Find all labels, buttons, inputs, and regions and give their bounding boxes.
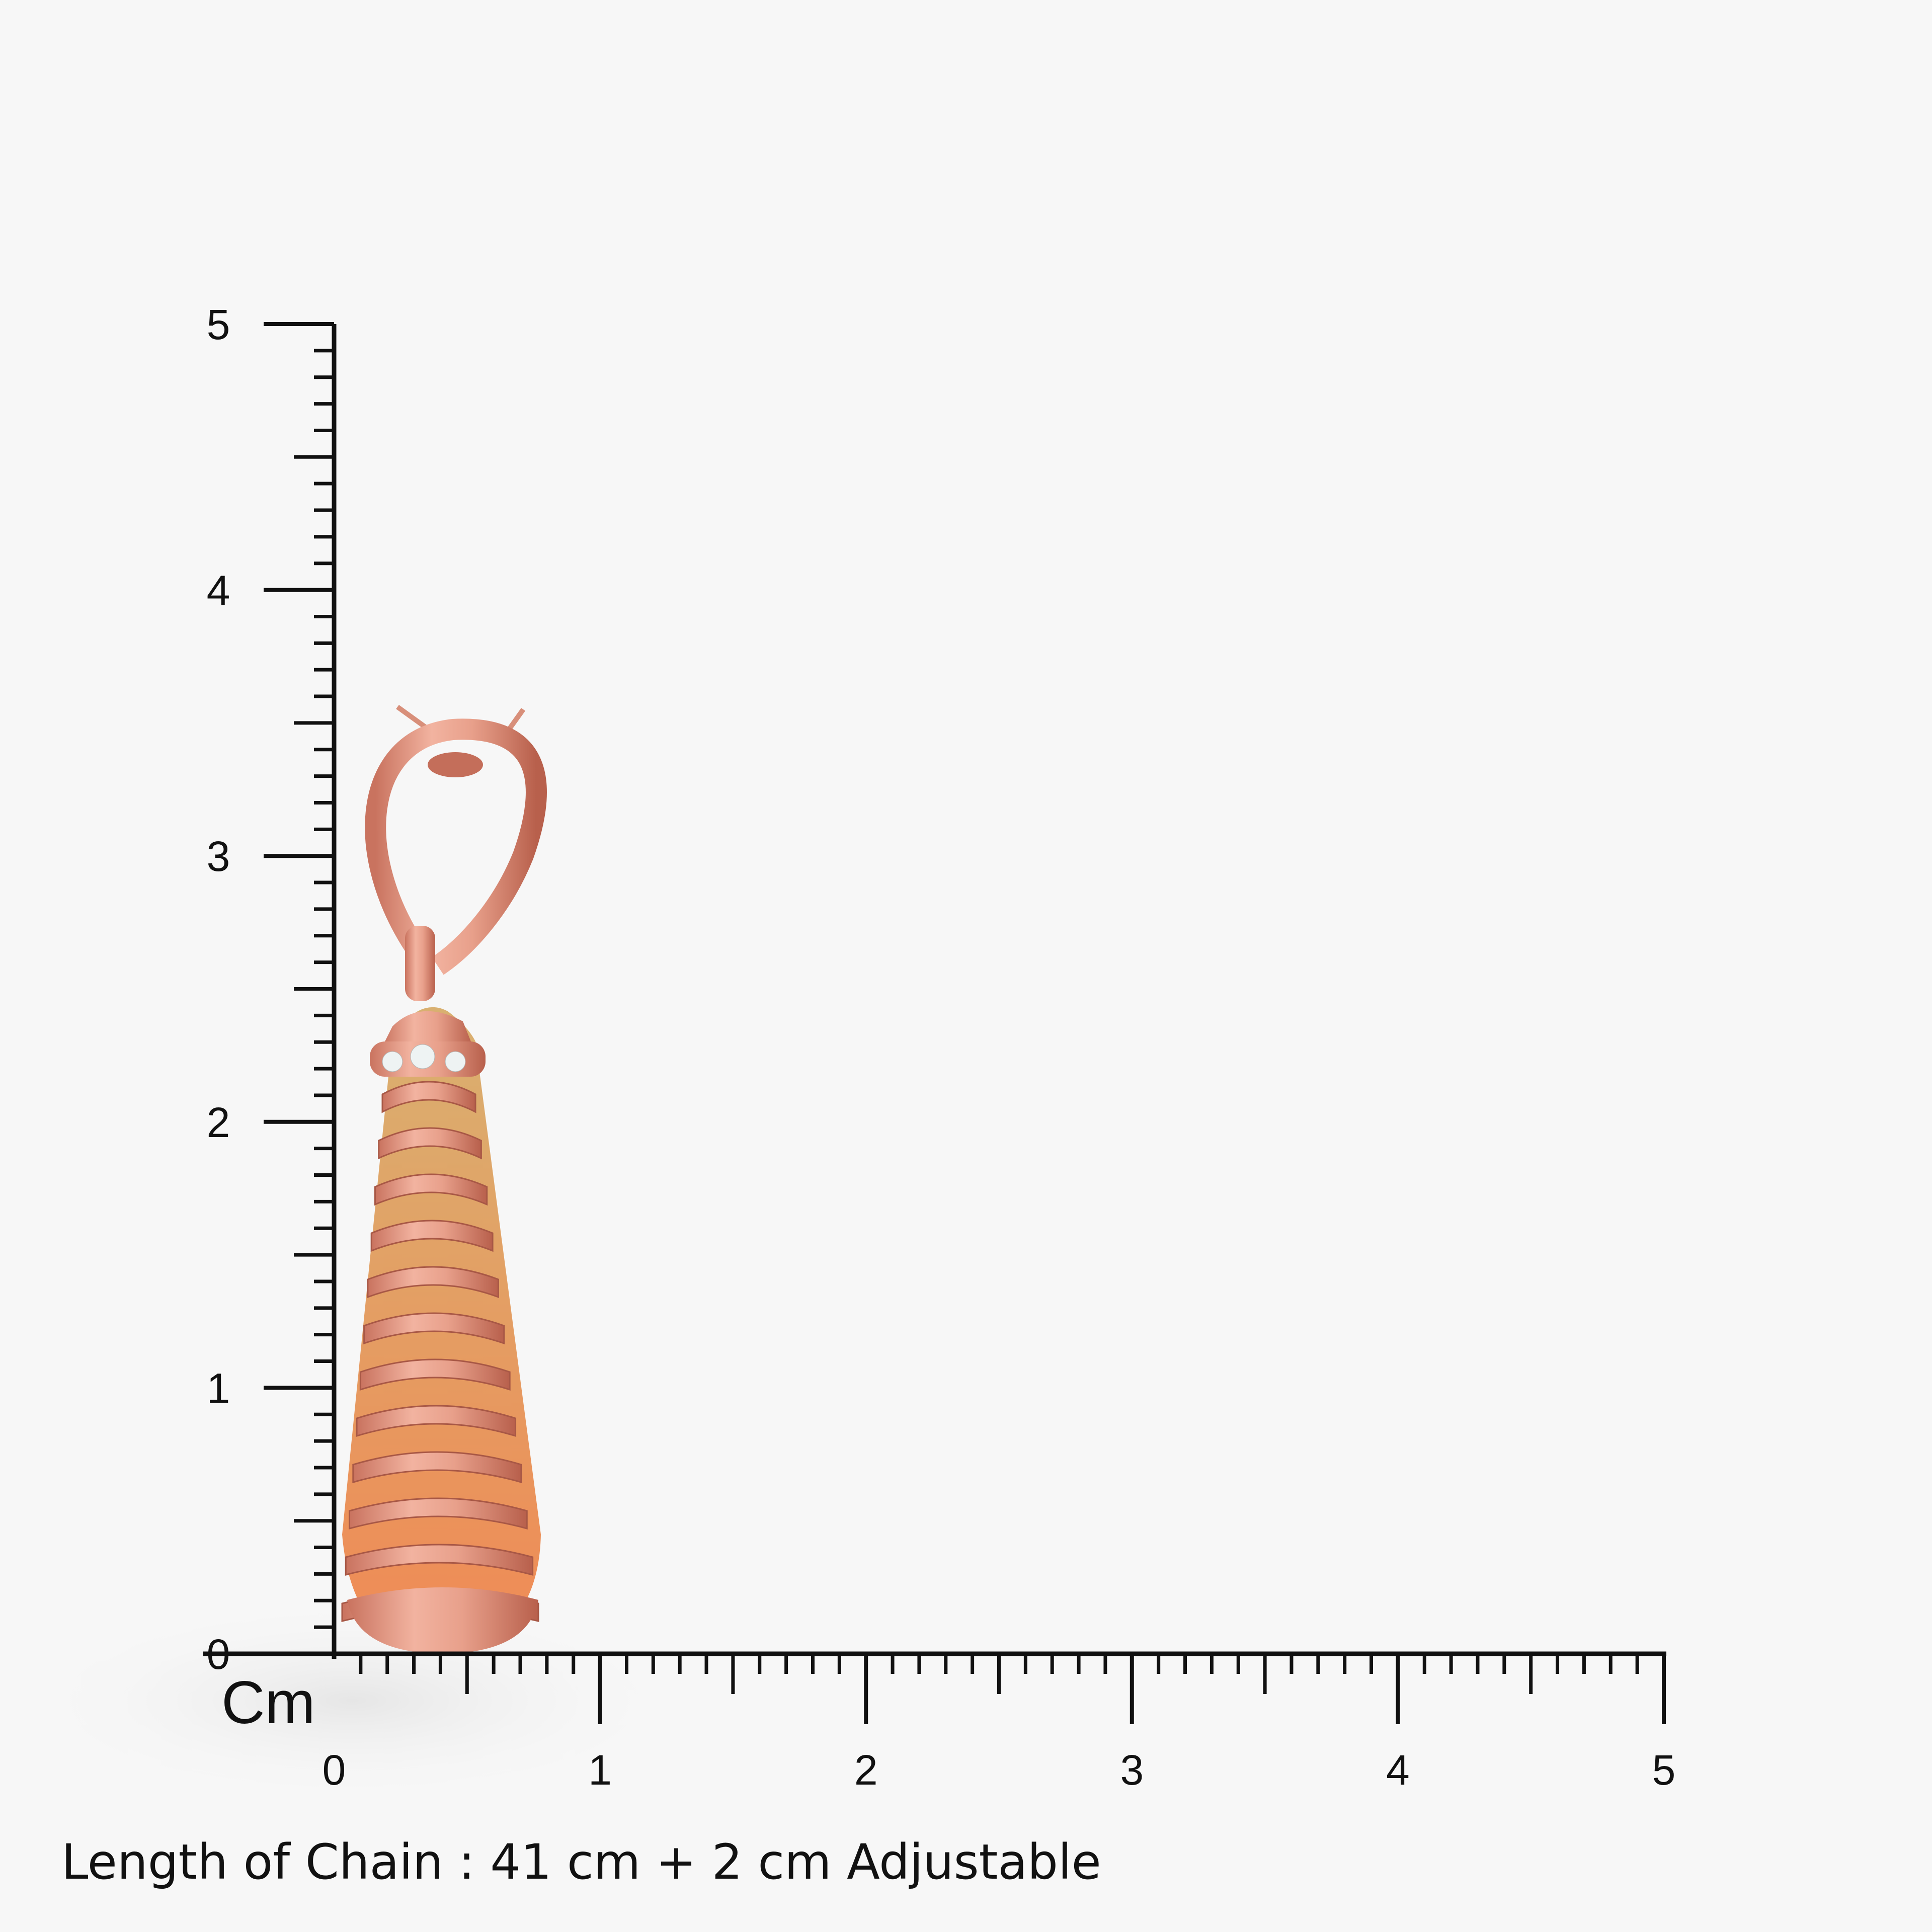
cage-band xyxy=(359,1358,511,1391)
x-tick-label: 2 xyxy=(854,1746,878,1794)
cage-band xyxy=(381,1081,476,1113)
y-tick-label: 2 xyxy=(207,1099,230,1146)
y-tick-label: 3 xyxy=(207,833,230,880)
cage-band xyxy=(363,1312,505,1345)
ruler: 0 0 1 1 2 2 3 3 4 4 5 5 xyxy=(203,301,1675,1794)
bail xyxy=(365,718,547,975)
diamond xyxy=(410,1044,435,1069)
cage-band xyxy=(367,1266,499,1299)
y-tick-label: 0 xyxy=(207,1631,230,1678)
jump-ring xyxy=(428,752,483,777)
pendant-image xyxy=(341,704,547,1654)
cage-band xyxy=(345,1544,534,1576)
x-tick-label: 3 xyxy=(1120,1746,1144,1794)
bail-connector xyxy=(405,926,435,1001)
cage-band xyxy=(356,1405,517,1437)
diamond xyxy=(445,1051,466,1072)
unit-label: Cm xyxy=(221,1669,315,1736)
chain-length-caption: Length of Chain : 41 cm + 2 cm Adjustabl… xyxy=(61,1834,1101,1890)
cage-band xyxy=(374,1173,488,1206)
y-tick-label: 5 xyxy=(207,301,230,348)
y-tick-label: 1 xyxy=(207,1364,230,1412)
cage-band xyxy=(352,1451,522,1483)
x-tick-label: 1 xyxy=(588,1746,612,1794)
x-tick-label: 0 xyxy=(323,1746,346,1794)
cage-band xyxy=(378,1127,482,1160)
x-tick-label: 5 xyxy=(1652,1746,1676,1794)
cage-band xyxy=(370,1220,494,1252)
pendant-cap xyxy=(382,1011,473,1046)
pendant-base xyxy=(347,1587,538,1654)
y-tick-label: 4 xyxy=(207,567,230,614)
x-tick-label: 4 xyxy=(1386,1746,1410,1794)
drop-shadow xyxy=(25,1600,679,1801)
cage-band xyxy=(349,1497,528,1530)
diamond xyxy=(382,1051,403,1072)
